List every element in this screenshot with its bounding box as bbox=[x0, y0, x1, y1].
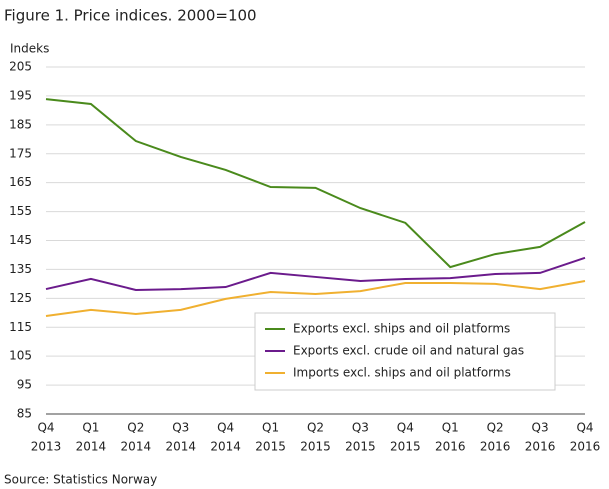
x-tick-label: Q1 bbox=[442, 421, 459, 435]
y-tick-label: 185 bbox=[9, 117, 32, 131]
y-tick-label: 125 bbox=[9, 291, 32, 305]
x-tick-label: Q3 bbox=[532, 421, 549, 435]
y-axis-label: Indeks bbox=[10, 42, 49, 56]
x-tick-label: Q4 bbox=[37, 421, 54, 435]
x-tick-label: 2014 bbox=[121, 440, 152, 454]
x-tick-label: 2015 bbox=[300, 440, 331, 454]
x-tick-label: 2014 bbox=[210, 440, 241, 454]
x-tick-label: 2016 bbox=[480, 440, 511, 454]
series-line bbox=[45, 279, 586, 317]
y-tick-label: 165 bbox=[9, 175, 32, 189]
legend-label: Exports excl. ships and oil platforms bbox=[293, 322, 510, 336]
series-line bbox=[45, 98, 586, 269]
x-tick-label: 2015 bbox=[345, 440, 376, 454]
y-tick-label: 135 bbox=[9, 262, 32, 276]
x-tick-label: Q4 bbox=[576, 421, 593, 435]
y-tick-label: 105 bbox=[9, 349, 32, 363]
x-tick-label: 2014 bbox=[165, 440, 196, 454]
chart-title: Figure 1. Price indices. 2000=100 bbox=[4, 7, 257, 25]
y-tick-label: 85 bbox=[17, 407, 32, 421]
legend-label: Exports excl. crude oil and natural gas bbox=[293, 344, 524, 358]
legend: Exports excl. ships and oil platforms Exp… bbox=[254, 312, 556, 391]
x-tick-label: Q4 bbox=[217, 421, 234, 435]
y-tick-label: 145 bbox=[9, 233, 32, 247]
x-tick-label: 2015 bbox=[255, 440, 286, 454]
legend-box bbox=[254, 312, 556, 391]
x-tick-label: Q1 bbox=[82, 421, 99, 435]
x-tick-label: 2013 bbox=[31, 440, 62, 454]
x-tick-label: Q4 bbox=[397, 421, 414, 435]
x-tick-label: 2016 bbox=[570, 440, 601, 454]
x-tick-label: Q1 bbox=[262, 421, 279, 435]
y-tick-label: 155 bbox=[9, 204, 32, 218]
y-tick-label: 175 bbox=[9, 146, 32, 160]
series-line bbox=[45, 256, 586, 291]
y-tick-label: 195 bbox=[9, 88, 32, 102]
y-tick-label: 205 bbox=[9, 60, 32, 74]
x-tick-label: 2014 bbox=[76, 440, 107, 454]
x-tick-label: Q3 bbox=[172, 421, 189, 435]
legend-label: Imports excl. ships and oil platforms bbox=[293, 366, 511, 380]
y-tick-label: 115 bbox=[9, 320, 32, 334]
x-tick-label: Q2 bbox=[307, 421, 324, 435]
x-tick-label: 2015 bbox=[390, 440, 421, 454]
source: Source: Statistics Norway bbox=[4, 473, 157, 487]
x-tick-label: 2016 bbox=[435, 440, 466, 454]
x-tick-label: Q2 bbox=[487, 421, 504, 435]
x-tick-label: 2016 bbox=[525, 440, 556, 454]
x-tick-label: Q3 bbox=[352, 421, 369, 435]
y-tick-label: 95 bbox=[17, 378, 32, 392]
x-tick-label: Q2 bbox=[127, 421, 144, 435]
